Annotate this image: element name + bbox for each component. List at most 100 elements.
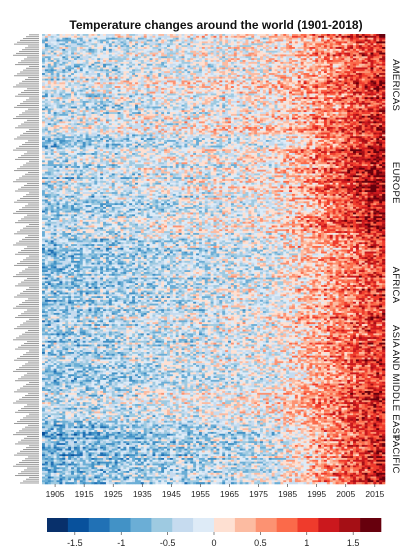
- heatmap-cell: [225, 87, 229, 91]
- heatmap-cell: [149, 65, 153, 68]
- heatmap-cell: [303, 102, 307, 105]
- heatmap-cell: [239, 73, 243, 76]
- heatmap-cell: [323, 65, 328, 68]
- heatmap-cell: [323, 97, 328, 100]
- heatmap-cell: [251, 76, 255, 79]
- heatmap-cell: [65, 73, 69, 76]
- heatmap-cell: [56, 41, 60, 44]
- heatmap-cell: [291, 74, 296, 78]
- heatmap-cell: [300, 65, 304, 68]
- heatmap-cell: [358, 63, 363, 66]
- heatmap-cell: [370, 37, 374, 40]
- heatmap-cell: [303, 65, 307, 68]
- heatmap-cell: [108, 78, 113, 81]
- heatmap-cell: [108, 60, 113, 63]
- heatmap-cell: [103, 82, 107, 85]
- heatmap-cell: [262, 74, 267, 78]
- heatmap-cell: [73, 102, 78, 105]
- heatmap-cell: [135, 41, 139, 44]
- heatmap-cell: [297, 60, 302, 63]
- heatmap-cell: [117, 74, 121, 78]
- heatmap-cell: [303, 104, 307, 107]
- row-label-mark: [18, 220, 39, 222]
- heatmap-cell: [140, 48, 145, 52]
- heatmap-cell: [329, 47, 333, 50]
- heatmap-cell: [228, 39, 232, 42]
- heatmap-cell: [44, 76, 49, 79]
- heatmap-cell: [114, 100, 118, 104]
- heatmap-cell: [353, 58, 357, 61]
- heatmap-cell: [230, 100, 235, 104]
- heatmap-cell: [175, 91, 179, 94]
- heatmap-cell: [248, 78, 252, 81]
- heatmap-cell: [350, 106, 354, 109]
- heatmap-cell: [323, 56, 328, 59]
- heatmap-cell: [50, 65, 54, 68]
- heatmap-cell: [341, 60, 345, 63]
- heatmap-cell: [364, 82, 368, 85]
- heatmap-cell: [140, 74, 145, 78]
- heatmap-cell: [201, 48, 206, 52]
- heatmap-cell: [152, 95, 156, 98]
- heatmap-cell: [274, 100, 278, 104]
- heatmap-cell: [355, 97, 360, 100]
- heatmap-cell: [91, 39, 95, 42]
- heatmap-cell: [207, 52, 211, 55]
- row-label-mark: [29, 160, 39, 162]
- heatmap-cell: [132, 108, 136, 111]
- heatmap-cell: [143, 71, 147, 74]
- heatmap-cell: [335, 74, 339, 78]
- heatmap-cell: [364, 52, 368, 55]
- heatmap-cell: [76, 45, 81, 48]
- heatmap-cell: [239, 78, 243, 81]
- heatmap-cell: [286, 87, 290, 91]
- heatmap-cell: [210, 47, 214, 50]
- heatmap-cell: [344, 56, 348, 59]
- heatmap-cell: [239, 45, 243, 48]
- heatmap-cell: [303, 100, 307, 104]
- heatmap-cell: [230, 45, 235, 48]
- heatmap-cell: [146, 95, 150, 98]
- heatmap-cell: [201, 106, 206, 109]
- heatmap-cell: [56, 65, 60, 68]
- heatmap-cell: [47, 63, 52, 66]
- heatmap-cell: [146, 87, 150, 91]
- heatmap-cell: [335, 84, 339, 87]
- heatmap-cell: [265, 35, 270, 39]
- heatmap-cell: [88, 84, 92, 87]
- row-label-mark: [13, 181, 39, 183]
- heatmap-cell: [111, 99, 115, 102]
- heatmap-cell: [123, 99, 127, 102]
- heatmap-cell: [382, 61, 386, 65]
- heatmap-cell: [126, 82, 130, 85]
- heatmap-cell: [184, 37, 188, 40]
- heatmap-cell: [364, 39, 368, 42]
- heatmap-cell: [210, 67, 214, 70]
- heatmap-cell: [382, 80, 386, 83]
- heatmap-cell: [332, 37, 336, 40]
- heatmap-cell: [297, 58, 302, 61]
- heatmap-cell: [283, 78, 287, 81]
- heatmap-cell: [289, 56, 293, 59]
- heatmap-cell: [198, 58, 203, 61]
- heatmap-cell: [303, 80, 307, 83]
- heatmap-cell: [222, 87, 226, 91]
- heatmap-cell: [242, 99, 246, 102]
- heatmap-cell: [251, 74, 255, 78]
- heatmap-cell: [193, 89, 197, 92]
- heatmap-cell: [105, 41, 110, 44]
- heatmap-cell: [344, 41, 348, 44]
- heatmap-cell: [309, 39, 313, 42]
- heatmap-cell: [135, 95, 139, 98]
- heatmap-cell: [53, 74, 57, 78]
- heatmap-cell: [225, 41, 229, 44]
- heatmap-cell: [210, 78, 214, 81]
- heatmap-cell: [79, 43, 83, 46]
- heatmap-cell: [149, 56, 153, 59]
- heatmap-cell: [140, 106, 145, 109]
- heatmap-cell: [164, 71, 168, 74]
- heatmap-cell: [274, 84, 278, 87]
- heatmap-cell: [137, 69, 142, 72]
- heatmap-cell: [286, 34, 290, 37]
- row-label-mark: [15, 158, 39, 160]
